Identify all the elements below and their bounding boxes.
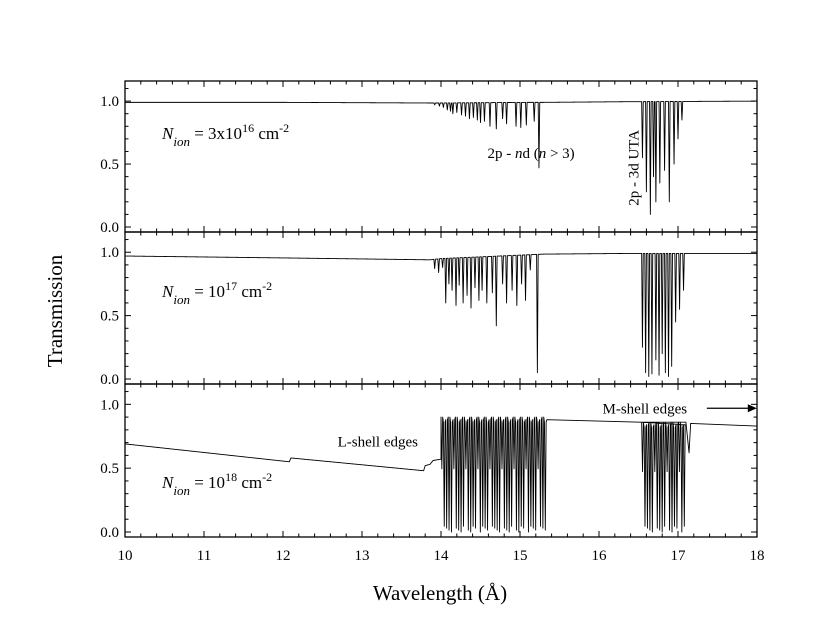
annotation-label: 2p - 3d UTA	[627, 130, 643, 206]
annotation-label: 2p - nd (n > 3)	[487, 146, 574, 162]
x-tick-label: 11	[197, 548, 211, 564]
y-tick-label: 0.0	[100, 525, 119, 541]
x-axis-label: Wavelength (Å)	[373, 581, 507, 605]
annotation-label: M-shell edges	[603, 401, 688, 417]
panels-layer: 0.0 0.5 1.0 Nion = 3x1016 cm-2 2p - nd (n > …	[100, 80, 758, 541]
panel-1: 0.0 0.5 1.0 Nion = 3x1016 cm-2 2p - nd (n > …	[100, 80, 758, 236]
x-axis: 10 11 12 13 14 15 16 17 18	[118, 548, 765, 564]
y-axis-label: Transmission	[43, 254, 67, 367]
annotation-label: L-shell edges	[338, 434, 419, 450]
y-tick-label: 0.0	[100, 220, 119, 236]
y-tick-label: 1.0	[100, 94, 119, 110]
x-tick-label: 12	[276, 548, 291, 564]
x-tick-label: 17	[671, 548, 687, 564]
x-tick-label: 14	[434, 548, 450, 564]
nion-label: Nion = 1018 cm-2	[161, 470, 272, 498]
x-tick-label: 10	[118, 548, 133, 564]
y-tick-label: 0.5	[100, 157, 119, 173]
y-tick-label: 1.0	[100, 397, 119, 413]
x-tick-label: 18	[750, 548, 765, 564]
y-tick-label: 0.0	[100, 372, 119, 388]
arrow-head	[747, 404, 757, 413]
panel-3: 0.0 0.5 1.0 Nion = 1018 cm-2 L-shell edges M-…	[100, 383, 758, 541]
x-tick-label: 15	[513, 548, 528, 564]
y-tick-label: 0.5	[100, 309, 119, 325]
x-tick-label: 13	[355, 548, 370, 564]
y-tick-label: 1.0	[100, 245, 119, 261]
x-tick-label: 16	[592, 548, 608, 564]
nion-label: Nion = 3x1016 cm-2	[161, 121, 289, 149]
panel-2: 0.0 0.5 1.0 Nion = 1017 cm-2	[100, 231, 758, 388]
panel-frame	[124, 80, 758, 233]
transmission-curve	[125, 100, 757, 215]
transmission-curve	[124, 416, 758, 533]
y-tick-label: 0.5	[100, 461, 119, 477]
transmission-curve	[124, 253, 757, 377]
nion-label: Nion = 1017 cm-2	[161, 279, 272, 307]
